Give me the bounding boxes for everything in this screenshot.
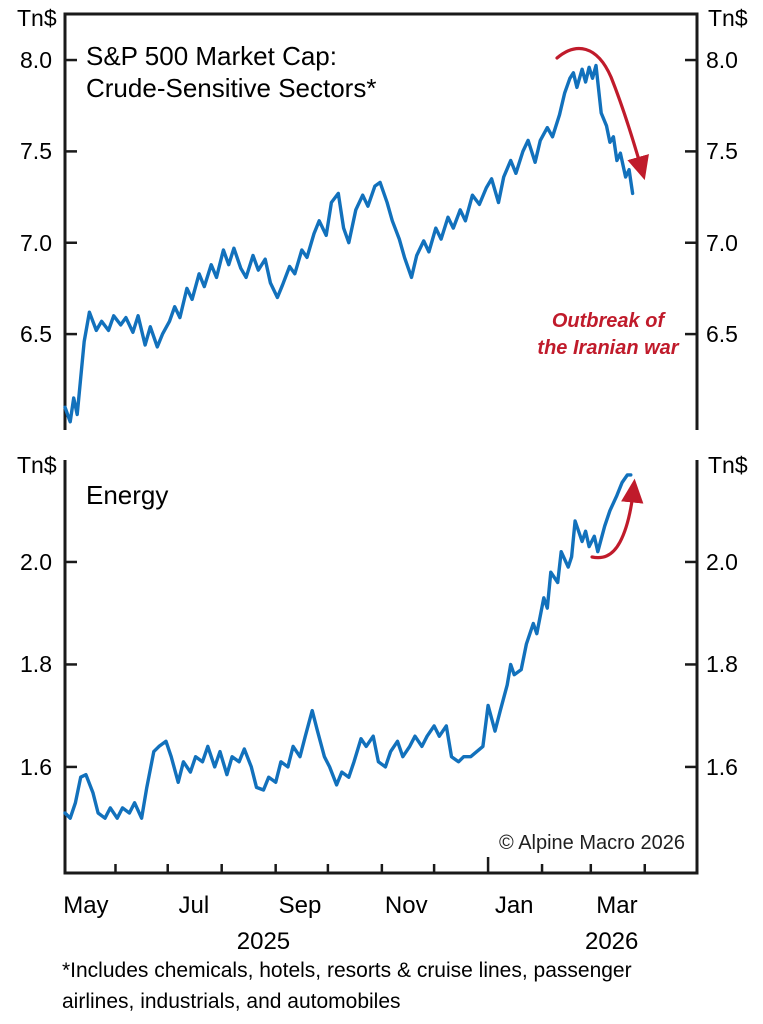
y-axis-tick-label-left: 7.0: [20, 229, 52, 256]
top-chart-title-line2: Crude-Sensitive Sectors*: [86, 73, 377, 103]
y-axis-tick-label-right: 6.5: [706, 321, 738, 348]
x-axis-year-label: 2025: [236, 928, 291, 955]
war-annotation-line2: the Iranian war: [537, 337, 679, 359]
y-axis-tick-label-left: 8.0: [20, 47, 52, 74]
y-axis-tick-label-left: 7.5: [20, 138, 52, 165]
top-chart-title-line1: S&P 500 Market Cap:: [86, 41, 337, 71]
footnote: *Includes chemicals, hotels, resorts & c…: [62, 955, 632, 1017]
y-axis-tick-label-right: 1.6: [706, 753, 738, 780]
y-axis-unit-top-right: Tn$: [708, 5, 748, 31]
bottom-chart-title: Energy: [86, 480, 169, 510]
x-axis-month-label: Sep: [278, 892, 322, 919]
y-axis-tick-label-left: 1.6: [20, 753, 52, 780]
x-axis-month-label: Jul: [178, 892, 210, 919]
energy-surge-arrow: [590, 478, 644, 560]
source-note: © Alpine Macro 2026: [499, 832, 685, 854]
x-axis-month-label: Mar: [596, 892, 638, 919]
bottom-panel-frame: [63, 460, 699, 875]
war-crash-arrow: [555, 47, 649, 181]
top-panel-frame: [63, 12, 699, 430]
y-axis-tick-label-right: 8.0: [706, 47, 738, 74]
footnote-line1: *Includes chemicals, hotels, resorts & c…: [62, 959, 632, 982]
y-axis-unit-bottom-left: Tn$: [17, 452, 57, 478]
footnote-line2: airlines, industrials, and automobiles: [62, 990, 401, 1013]
x-axis-month-label: Jan: [494, 892, 534, 919]
war-annotation-line1: Outbreak of: [551, 310, 665, 332]
y-axis-tick-label-right: 1.8: [706, 651, 738, 678]
y-axis-unit-top-left: Tn$: [17, 5, 57, 31]
y-axis-tick-label-left: 2.0: [20, 548, 52, 575]
war-annotation-text: Outbreak of the Iranian war: [508, 308, 708, 362]
y-axis-tick-label-right: 7.0: [706, 229, 738, 256]
y-axis-tick-label-left: 6.5: [20, 321, 52, 348]
x-axis-month-label: May: [63, 892, 109, 919]
energy-line-series: [63, 473, 633, 820]
y-axis-unit-bottom-right: Tn$: [708, 452, 748, 478]
crude-sensitive-line-series: [63, 63, 635, 424]
x-axis-month-label: Nov: [384, 892, 428, 919]
y-axis-tick-label-right: 2.0: [706, 548, 738, 575]
x-axis-year-label: 2026: [584, 928, 639, 955]
top-chart-title: S&P 500 Market Cap: Crude-Sensitive Sect…: [86, 40, 376, 104]
y-axis-tick-label-left: 1.8: [20, 651, 52, 678]
y-axis-tick-label-right: 7.5: [706, 138, 738, 165]
